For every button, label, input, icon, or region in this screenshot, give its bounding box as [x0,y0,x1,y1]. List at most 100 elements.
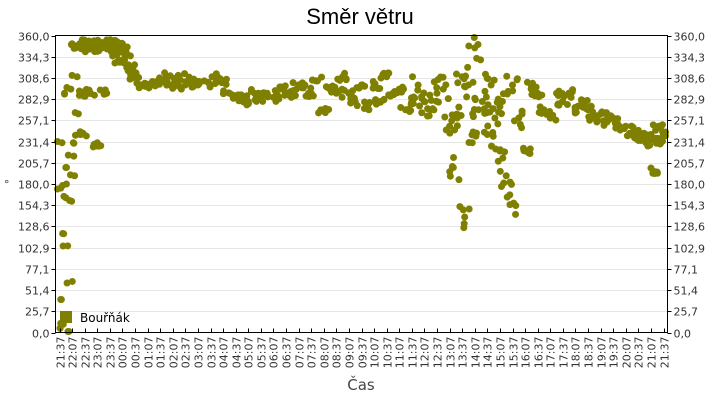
data-point [658,121,666,129]
data-point [380,96,388,104]
y-tick-label: 77,1 [25,264,50,277]
data-point [481,87,489,95]
data-point [132,69,140,77]
data-point [251,96,259,104]
x-tick-label: 23:37 [105,337,118,369]
gridlines [55,57,668,312]
y-tick-label: 102,9 [18,243,50,256]
x-tick-label: 19:07 [596,337,609,369]
data-point [629,123,637,131]
data-point [78,36,86,44]
y-tick-label: 231,4 [674,137,706,150]
y-tick-label: 25,7 [25,306,50,319]
data-point [461,213,469,221]
data-point [457,112,465,120]
data-point [652,126,660,134]
data-point [70,152,78,160]
data-point [366,99,374,107]
data-point [648,133,656,141]
x-tick-label: 07:37 [306,337,319,369]
data-point [636,136,644,144]
data-point [327,88,335,96]
data-point [455,176,463,184]
data-point [502,172,510,180]
data-point [461,83,469,91]
data-point [586,116,594,124]
x-tick-label: 04:07 [218,337,231,369]
data-point [489,128,497,136]
data-point [163,81,171,89]
data-point [581,97,589,105]
data-point [444,95,452,103]
data-point [611,119,619,127]
data-point [510,117,518,125]
data-point [218,79,226,87]
x-tick-label: 08:37 [331,337,344,369]
x-tick-label: 12:07 [419,337,432,369]
x-tick-label: 11:07 [394,337,407,369]
x-tick-label: 15:07 [495,337,508,369]
data-point [409,73,417,81]
data-point [77,41,85,49]
x-tick-label: 22:37 [80,337,93,369]
data-point [429,105,437,113]
y-tick-label: 308,6 [18,73,50,86]
data-point [425,112,433,120]
x-tick-label: 15:37 [508,337,521,369]
y-axis-left: 0,0 25,7 51,4 77,1 102,9 128,6 154,3 180,0 205,7… [18,31,56,341]
x-axis-title: Čas [347,375,375,394]
x-tick-label: 05:07 [243,337,256,369]
data-point [96,86,104,94]
y-tick-label: 180,0 [674,179,706,192]
data-point [93,43,101,51]
data-point [462,72,470,80]
data-point [369,78,377,86]
data-point [312,77,320,85]
data-point [442,126,450,134]
y-tick-label: 154,3 [674,200,706,213]
data-point [630,129,638,137]
data-point [593,118,601,126]
data-point [195,78,203,86]
x-tick-label: 00:37 [130,337,143,369]
x-tick-label: 16:37 [533,337,546,369]
y-tick-label: 0,0 [32,328,50,341]
data-point [116,58,124,66]
data-point [64,328,72,335]
data-point [59,181,67,189]
x-tick-label: 00:07 [117,337,130,369]
data-point [63,164,71,172]
data-point [592,112,600,120]
data-point [258,89,266,97]
y-tick-label: 51,4 [25,285,50,298]
x-tick-label: 18:37 [583,337,596,369]
data-point [63,279,71,287]
data-point [92,142,100,150]
data-point [567,93,575,101]
data-point [465,42,473,50]
x-tick-label: 10:37 [382,337,395,369]
data-point [64,151,72,159]
x-tick-label: 14:07 [470,337,483,369]
data-point [518,107,526,115]
data-point [509,81,516,89]
y-tick-label: 205,7 [18,158,50,171]
data-point [474,41,482,49]
y-tick-label: 360,0 [674,31,706,44]
data-point [478,98,486,105]
data-point [465,205,473,213]
data-point [280,86,288,94]
data-point [453,70,461,78]
y-tick-label: 154,3 [18,200,50,213]
x-tick-label: 09:37 [357,337,370,369]
data-point [433,89,441,97]
data-point [289,87,297,95]
data-point [460,220,468,228]
x-tick-label: 07:07 [294,337,307,369]
data-point [471,96,479,104]
data-point [302,92,310,100]
data-point [125,61,133,69]
data-point [118,46,126,54]
data-point [68,197,76,205]
data-point [600,121,608,129]
